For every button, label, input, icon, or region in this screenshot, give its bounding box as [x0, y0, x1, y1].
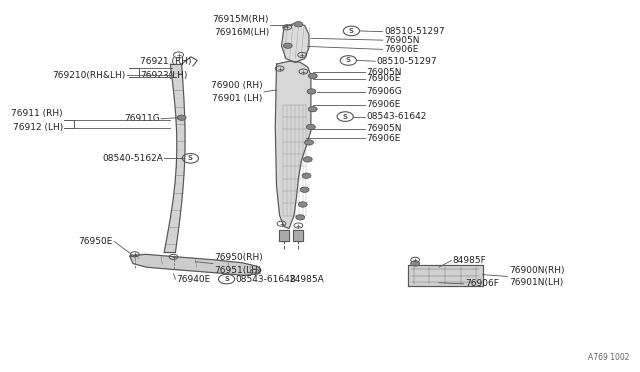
Text: 08543-61642: 08543-61642: [236, 275, 296, 283]
Text: A769 1002: A769 1002: [588, 353, 629, 362]
Text: 08543-61642: 08543-61642: [367, 112, 427, 121]
Polygon shape: [168, 218, 180, 235]
Polygon shape: [175, 167, 184, 184]
Text: 76905N: 76905N: [367, 68, 402, 77]
Text: 76951(LH): 76951(LH): [214, 266, 262, 275]
Circle shape: [177, 115, 186, 120]
Circle shape: [307, 124, 316, 129]
Text: 76950(RH): 76950(RH): [214, 253, 263, 262]
Text: 76912 (LH): 76912 (LH): [13, 123, 63, 132]
Text: S: S: [224, 276, 229, 282]
Circle shape: [298, 202, 307, 207]
Text: 76923(LH): 76923(LH): [140, 71, 188, 80]
Text: 769210(RH&LH): 769210(RH&LH): [52, 71, 125, 80]
Text: 08510-51297: 08510-51297: [376, 57, 437, 66]
Circle shape: [307, 89, 316, 94]
Circle shape: [308, 107, 317, 112]
Polygon shape: [282, 23, 309, 62]
Text: 08510-51297: 08510-51297: [384, 27, 445, 36]
Circle shape: [294, 22, 303, 27]
Polygon shape: [174, 98, 185, 116]
Polygon shape: [170, 201, 182, 218]
Text: S: S: [349, 28, 354, 34]
Text: 76906E: 76906E: [367, 100, 401, 109]
Circle shape: [303, 157, 312, 162]
Bar: [408, 265, 483, 286]
Text: 76906E: 76906E: [367, 134, 401, 142]
Text: 76906G: 76906G: [367, 87, 402, 96]
Text: 08540-5162A: 08540-5162A: [102, 154, 163, 163]
Polygon shape: [130, 254, 261, 275]
Text: 76950E: 76950E: [79, 237, 113, 246]
Polygon shape: [170, 64, 183, 81]
Circle shape: [302, 173, 311, 178]
Text: 76915M(RH): 76915M(RH): [212, 15, 269, 24]
Text: 76905N: 76905N: [384, 36, 419, 45]
Text: 76900 (RH): 76900 (RH): [211, 81, 263, 90]
Text: 76906E: 76906E: [384, 45, 419, 54]
Bar: [293, 230, 303, 241]
Text: 76901N(LH): 76901N(LH): [509, 278, 563, 287]
Polygon shape: [176, 116, 185, 133]
Text: 76916M(LH): 76916M(LH): [214, 28, 269, 37]
Circle shape: [411, 261, 419, 266]
Polygon shape: [176, 150, 185, 167]
Text: 76905N: 76905N: [367, 124, 402, 133]
Polygon shape: [173, 184, 183, 201]
Text: 76911G: 76911G: [124, 114, 160, 123]
Text: 84985A: 84985A: [289, 275, 324, 283]
Text: S: S: [346, 57, 351, 64]
Circle shape: [300, 187, 309, 192]
Text: 76900N(RH): 76900N(RH): [509, 266, 564, 275]
Text: S: S: [342, 113, 348, 119]
Bar: [279, 230, 289, 241]
Text: 76906F: 76906F: [465, 279, 499, 288]
Text: 76940E: 76940E: [177, 275, 211, 283]
Text: 76901 (LH): 76901 (LH): [212, 94, 263, 103]
Text: 84985F: 84985F: [452, 256, 486, 265]
Text: 76906E: 76906E: [367, 74, 401, 83]
Polygon shape: [275, 61, 311, 228]
Text: S: S: [188, 155, 193, 161]
Circle shape: [296, 215, 305, 220]
Polygon shape: [172, 81, 184, 98]
Circle shape: [305, 140, 314, 145]
Text: 76921 (RH): 76921 (RH): [140, 57, 192, 66]
Text: 76911 (RH): 76911 (RH): [12, 109, 63, 118]
Polygon shape: [164, 235, 178, 253]
Polygon shape: [177, 133, 185, 150]
Circle shape: [308, 73, 317, 78]
Circle shape: [284, 43, 292, 48]
